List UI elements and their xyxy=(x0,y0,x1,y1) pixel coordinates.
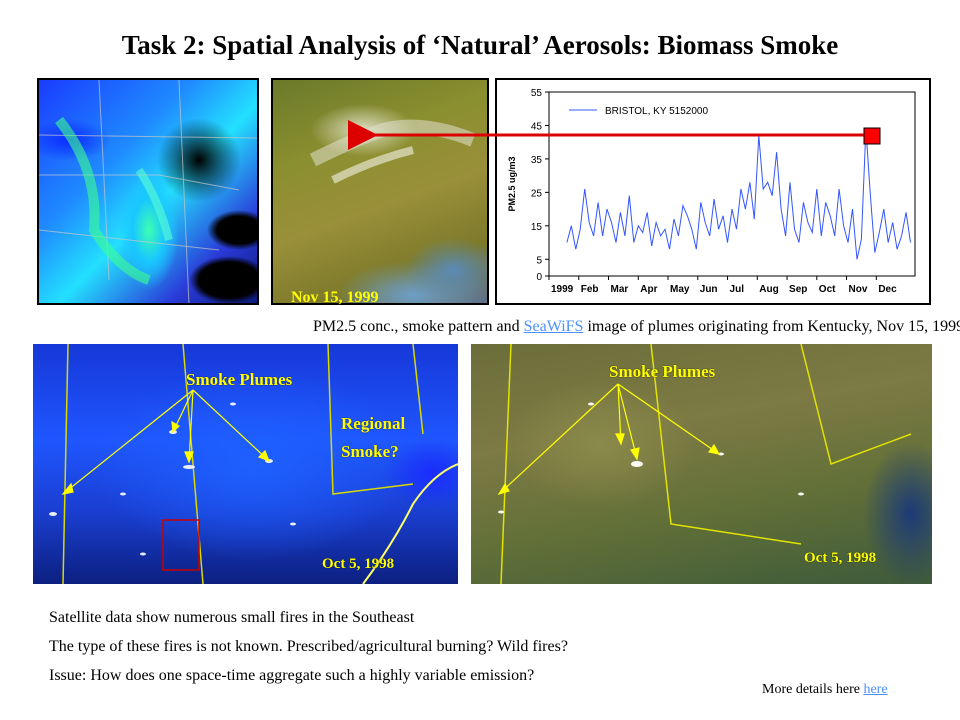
smoke-plumes-label-right: Smoke Plumes xyxy=(609,362,716,381)
series-line xyxy=(566,128,911,260)
x-tick-label: May xyxy=(670,284,690,295)
x-tick-label: Jun xyxy=(700,284,718,295)
y-tick-label: 55 xyxy=(531,88,543,99)
x-tick-label: Mar xyxy=(611,284,629,295)
x-tick-label: Feb xyxy=(581,284,599,295)
x-tick-label: Oct xyxy=(819,284,836,295)
more-details-text: More details here xyxy=(762,682,864,697)
y-tick-label: 25 xyxy=(531,188,543,199)
more-details-link[interactable]: here xyxy=(863,682,888,697)
y-tick-label: 0 xyxy=(536,272,542,283)
note-line-3: Issue: How does one space-time aggregate… xyxy=(49,667,535,684)
x-tick-label: Jul xyxy=(730,284,745,295)
seawifs-image-kentucky-plumes xyxy=(271,78,489,305)
nov-date-label: Nov 15, 1999 xyxy=(291,289,379,306)
caption-text-start: PM2.5 conc., smoke pattern and xyxy=(313,318,524,335)
y-axis-label: PM2.5 ug/m3 xyxy=(507,156,517,211)
chart-svg: 0 5 15 25 35 45 55 1999 Feb Mar Apr May Jun Jul Aug Sep… xyxy=(507,88,916,295)
x-tick-label: Sep xyxy=(789,284,807,295)
highlight-box xyxy=(162,519,200,571)
smoke-plume-overlay xyxy=(309,119,476,184)
x-tick-label: Aug xyxy=(759,284,778,295)
right-overlay xyxy=(497,344,912,584)
more-details: More details here here xyxy=(762,682,888,698)
note-line-2: The type of these fires is not known. Pr… xyxy=(49,638,568,655)
legend-label: BRISTOL, KY 5152000 xyxy=(605,106,708,117)
plot-frame xyxy=(548,91,916,277)
y-tick-label: 45 xyxy=(531,121,543,132)
satellite-image-southeast-nov xyxy=(37,78,259,305)
seawifs-link[interactable]: SeaWiFS xyxy=(523,318,584,335)
satellite-image-fires-oct-right: Smoke Plumes Oct 5, 1998 xyxy=(471,344,932,584)
left-overlay xyxy=(49,344,458,584)
smoke-plumes-label-left: Smoke Plumes xyxy=(186,370,293,389)
slide-title: Task 2: Spatial Analysis of ‘Natural’ Ae… xyxy=(121,30,839,60)
pm25-time-series-chart: 0 5 15 25 35 45 55 1999 Feb Mar Apr May Jun Jul Aug Sep… xyxy=(495,78,931,305)
satellite-image-fires-oct-left: Smoke Plumes Regional Smoke? Oct 5, 1998 xyxy=(33,344,458,584)
x-tick-label: Nov xyxy=(849,284,868,295)
x-tick-label: 1999 xyxy=(551,284,574,295)
state-boundaries-overlay xyxy=(39,80,257,303)
y-tick-label: 35 xyxy=(531,155,543,166)
y-tick-label: 5 xyxy=(536,255,542,266)
regional-smoke-label-line1: Regional xyxy=(341,414,406,433)
figure-caption: PM2.5 conc., smoke pattern and SeaWiFS i… xyxy=(313,318,960,336)
date-label-right: Oct 5, 1998 xyxy=(804,550,877,566)
x-tick-label: Dec xyxy=(878,284,897,295)
caption-text-end: image of plumes originating from Kentuck… xyxy=(583,318,960,335)
regional-smoke-label-line2: Smoke? xyxy=(341,442,399,461)
date-label-left: Oct 5, 1998 xyxy=(322,556,395,572)
x-tick-label: Apr xyxy=(640,284,657,295)
note-line-1: Satellite data show numerous small fires… xyxy=(49,609,415,626)
y-tick-label: 15 xyxy=(531,222,543,233)
